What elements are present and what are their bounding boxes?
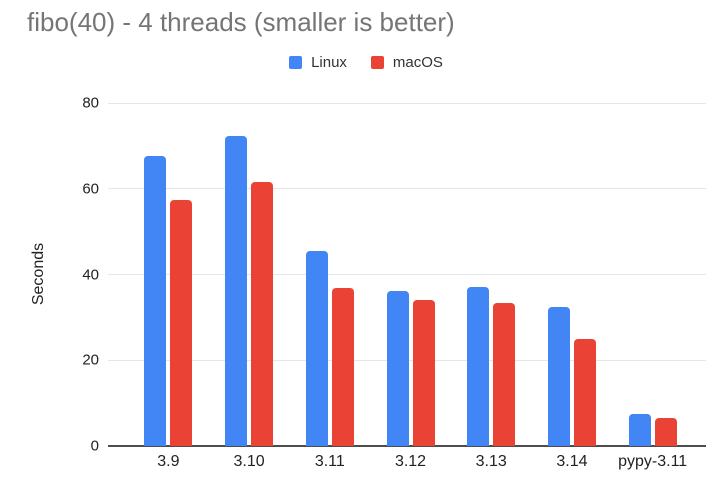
bar-group-3.12: 3.12 xyxy=(370,103,451,470)
x-tick-label-3.11: 3.11 xyxy=(314,453,345,470)
plot-area: 3.9 3.10 3.11 3.12 3.13 3.14 pypy-3.11 0 20 40 60… xyxy=(82,96,706,470)
bar-macos-pypy-3.11 xyxy=(654,417,677,446)
bar-group-3.11: 3.11 xyxy=(289,103,370,470)
chart-title: fibo(40) - 4 threads (smaller is better) xyxy=(27,7,455,37)
bar-linux-3.9 xyxy=(144,156,167,446)
bar-linux-3.12 xyxy=(386,290,409,446)
bar-linux-3.13 xyxy=(467,286,490,446)
bar-linux-3.11 xyxy=(305,250,328,446)
gridline-80 xyxy=(108,102,706,104)
bar-group-3.13: 3.13 xyxy=(451,103,532,470)
bar-macos-3.9 xyxy=(170,200,193,446)
y-tick-label-20: 20 xyxy=(82,351,99,369)
legend: Linux macOS xyxy=(0,54,718,71)
y-tick-label-80: 80 xyxy=(82,94,99,112)
x-axis-line xyxy=(108,445,706,447)
legend-swatch-icon xyxy=(289,56,303,69)
bar-group-3.10: 3.10 xyxy=(209,103,290,470)
bar-macos-3.12 xyxy=(412,300,435,446)
x-tick-label-3.14: 3.14 xyxy=(556,453,588,470)
bar-macos-3.10 xyxy=(251,182,274,446)
legend-label: Linux xyxy=(311,54,347,71)
gridline-60 xyxy=(108,188,706,190)
x-tick-label-3.13: 3.13 xyxy=(475,453,507,470)
y-tick-label-0: 0 xyxy=(90,437,99,455)
y-tick-label-60: 60 xyxy=(82,180,99,198)
gridline-40 xyxy=(108,274,706,275)
bar-linux-3.10 xyxy=(225,136,248,446)
x-tick-label-3.10: 3.10 xyxy=(233,453,265,470)
bar-linux-pypy-3.11 xyxy=(628,414,651,446)
legend-swatch-icon xyxy=(370,56,384,69)
bar-macos-3.13 xyxy=(493,303,516,446)
bar-macos-3.14 xyxy=(573,339,596,446)
bar-linux-3.14 xyxy=(547,306,570,446)
bar-macos-3.11 xyxy=(331,287,354,446)
y-tick-label-40: 40 xyxy=(82,266,99,283)
legend-label: macOS xyxy=(392,54,443,71)
bar-group-3.9: 3.9 xyxy=(128,103,209,470)
bar-group-pypy-3.11: pypy-3.11 xyxy=(612,103,693,470)
x-tick-label-pypy-3.11: pypy-3.11 xyxy=(618,453,688,470)
legend-item-linux: Linux xyxy=(289,54,347,71)
legend-item-macos: macOS xyxy=(370,54,443,71)
x-tick-label-3.9: 3.9 xyxy=(157,453,180,470)
bar-group-3.14: 3.14 xyxy=(532,103,613,470)
x-tick-label-3.12: 3.12 xyxy=(394,453,427,470)
y-axis-title: Seconds xyxy=(30,242,47,306)
bars-container: 3.9 3.10 3.11 3.12 3.13 3.14 pypy-3.11 xyxy=(128,103,693,470)
